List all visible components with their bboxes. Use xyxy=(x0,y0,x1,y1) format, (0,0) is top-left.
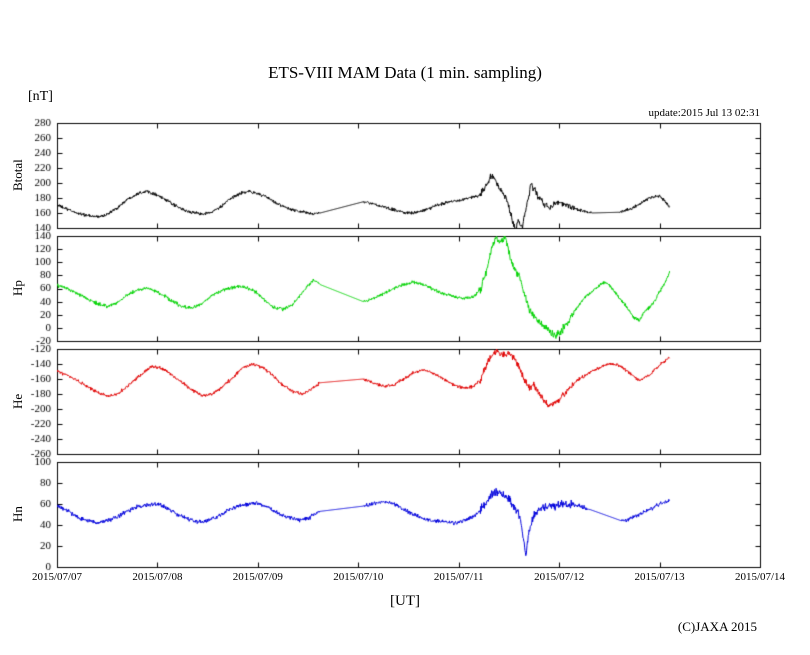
unit-label: [nT] xyxy=(28,89,53,104)
copyright-label: (C)JAXA 2015 xyxy=(677,619,757,634)
y-axis-label-he: He xyxy=(10,393,25,410)
y-axis-label-btotal: Btotal xyxy=(10,159,25,192)
chart-title: ETS-VIII MAM Data (1 min. sampling) xyxy=(268,63,542,82)
x-axis-title: [UT] xyxy=(390,593,420,609)
y-axis-label-hn: Hn xyxy=(10,506,25,523)
update-timestamp: update:2015 Jul 13 02:31 xyxy=(648,107,760,119)
y-axis-label-hp: Hp xyxy=(10,280,25,297)
